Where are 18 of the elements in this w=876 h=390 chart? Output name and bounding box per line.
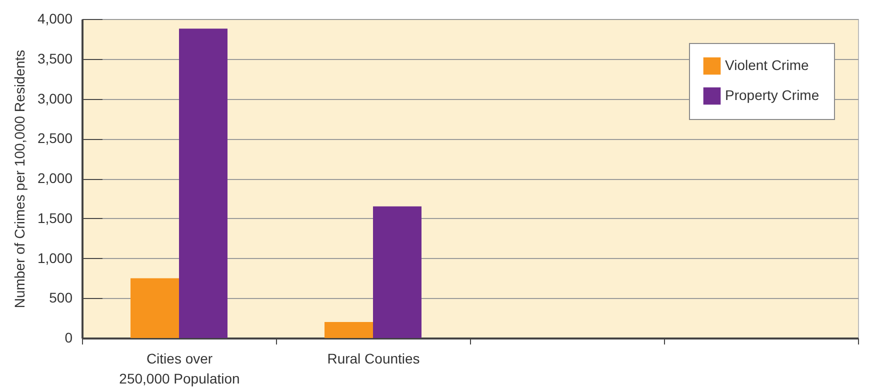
y-tick-label: 0	[64, 330, 73, 346]
y-tick-label: 1,000	[37, 250, 73, 266]
bar	[373, 206, 422, 338]
bar	[324, 322, 373, 338]
y-tick-label: 3,500	[37, 50, 73, 66]
y-tick-label: 1,500	[37, 210, 73, 226]
bar	[179, 28, 228, 338]
legend-label: Property Crime	[725, 87, 820, 103]
y-tick-label: 4,000	[37, 10, 73, 26]
y-axis-title: Number of Crimes per 100,000 Residents	[11, 50, 28, 308]
bar	[130, 278, 179, 338]
x-tick-label: Rural Counties	[327, 350, 420, 366]
x-tick-label: Cities over 250,000 Population	[119, 350, 240, 386]
legend-label: Violent Crime	[725, 57, 809, 73]
y-tick-label: 2,500	[37, 130, 73, 146]
y-tick-label: 500	[49, 290, 73, 306]
y-tick-label: 3,000	[37, 90, 73, 106]
y-tick-label: 2,000	[37, 170, 73, 186]
